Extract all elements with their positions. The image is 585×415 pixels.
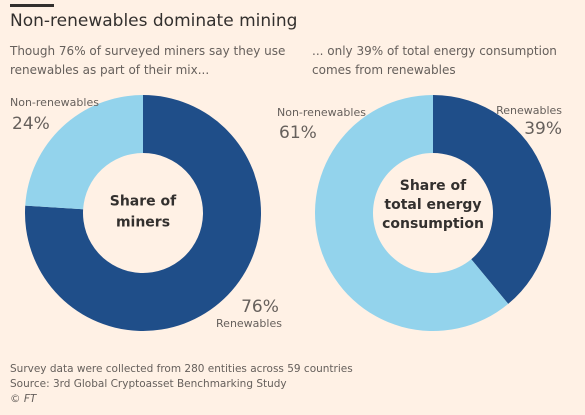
slice-label-name: Non-renewables bbox=[277, 106, 366, 119]
slice-non-renewables bbox=[25, 95, 143, 210]
slice-label-value: 39% bbox=[524, 119, 562, 139]
subtitle-left: Though 76% of surveyed miners say they u… bbox=[10, 44, 286, 77]
slice-label-value: 76% bbox=[241, 297, 279, 317]
footer-copyright: © FT bbox=[10, 393, 37, 405]
slice-renewables bbox=[25, 95, 262, 331]
slice-non-renewables bbox=[315, 95, 509, 331]
header-rule bbox=[10, 4, 54, 7]
footer-note: Survey data were collected from 280 enti… bbox=[10, 363, 353, 375]
center-label: miners bbox=[116, 215, 170, 231]
footer-source: Source: 3rd Global Cryptoasset Benchmark… bbox=[10, 378, 287, 390]
slice-label-name: Renewables bbox=[216, 317, 282, 330]
center-label: consumption bbox=[382, 216, 484, 232]
subtitle-right: ... only 39% of total energy consumption… bbox=[312, 44, 557, 77]
slice-renewables bbox=[433, 95, 551, 304]
slice-label-value: 24% bbox=[12, 114, 50, 134]
footer: Survey data were collected from 280 enti… bbox=[10, 362, 353, 407]
center-label: total energy bbox=[384, 197, 481, 213]
slice-label-name: Renewables bbox=[496, 104, 562, 117]
center-label: Share of bbox=[110, 194, 177, 210]
slice-label-value: 61% bbox=[279, 123, 317, 143]
slice-label-name: Non-renewables bbox=[10, 96, 99, 109]
chart-title: Non-renewables dominate mining bbox=[10, 11, 298, 31]
center-label: Share of bbox=[400, 178, 467, 194]
